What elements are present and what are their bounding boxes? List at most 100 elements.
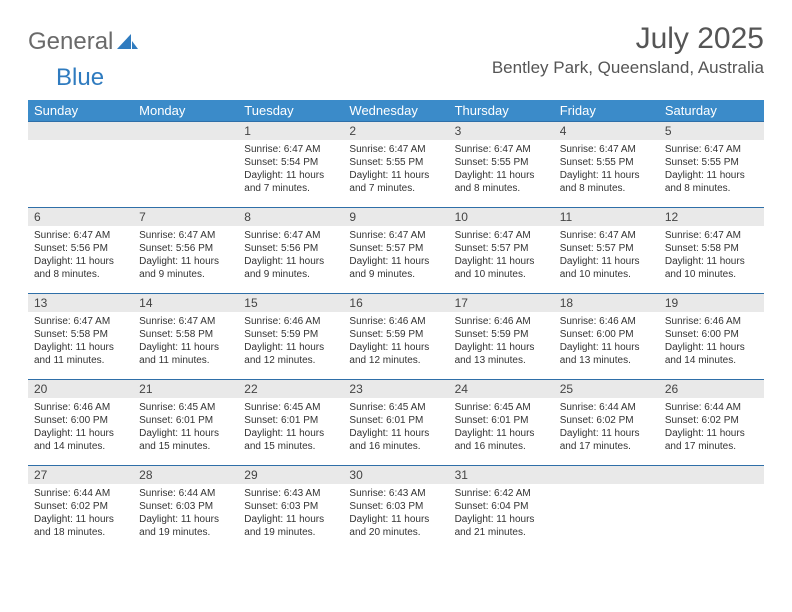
calendar-cell: 30Sunrise: 6:43 AMSunset: 6:03 PMDayligh… (343, 465, 448, 551)
day-details: Sunrise: 6:47 AMSunset: 5:57 PMDaylight:… (343, 226, 448, 286)
day-details: Sunrise: 6:47 AMSunset: 5:57 PMDaylight:… (554, 226, 659, 286)
day-number: 6 (28, 207, 133, 226)
day-number: 25 (554, 379, 659, 398)
day-details: Sunrise: 6:47 AMSunset: 5:55 PMDaylight:… (554, 140, 659, 200)
day-header: Monday (133, 100, 238, 121)
calendar-cell (554, 465, 659, 551)
day-number: 28 (133, 465, 238, 484)
logo-word-general: General (28, 28, 113, 56)
calendar-page: General July 2025 Bentley Park, Queensla… (0, 0, 792, 569)
calendar-table: SundayMondayTuesdayWednesdayThursdayFrid… (28, 100, 764, 551)
calendar-cell: 3Sunrise: 6:47 AMSunset: 5:55 PMDaylight… (449, 121, 554, 207)
calendar-cell: 4Sunrise: 6:47 AMSunset: 5:55 PMDaylight… (554, 121, 659, 207)
calendar-cell: 28Sunrise: 6:44 AMSunset: 6:03 PMDayligh… (133, 465, 238, 551)
day-number: 13 (28, 293, 133, 312)
calendar-cell: 10Sunrise: 6:47 AMSunset: 5:57 PMDayligh… (449, 207, 554, 293)
calendar-cell: 18Sunrise: 6:46 AMSunset: 6:00 PMDayligh… (554, 293, 659, 379)
day-details: Sunrise: 6:45 AMSunset: 6:01 PMDaylight:… (238, 398, 343, 458)
day-details: Sunrise: 6:47 AMSunset: 5:55 PMDaylight:… (343, 140, 448, 200)
calendar-cell: 21Sunrise: 6:45 AMSunset: 6:01 PMDayligh… (133, 379, 238, 465)
calendar-cell: 17Sunrise: 6:46 AMSunset: 5:59 PMDayligh… (449, 293, 554, 379)
day-details: Sunrise: 6:46 AMSunset: 6:00 PMDaylight:… (659, 312, 764, 372)
day-header: Sunday (28, 100, 133, 121)
calendar-cell: 15Sunrise: 6:46 AMSunset: 5:59 PMDayligh… (238, 293, 343, 379)
calendar-week-row: 13Sunrise: 6:47 AMSunset: 5:58 PMDayligh… (28, 293, 764, 379)
day-number: 16 (343, 293, 448, 312)
calendar-cell: 19Sunrise: 6:46 AMSunset: 6:00 PMDayligh… (659, 293, 764, 379)
day-number: 29 (238, 465, 343, 484)
location-text: Bentley Park, Queensland, Australia (492, 58, 764, 78)
day-details: Sunrise: 6:46 AMSunset: 5:59 PMDaylight:… (343, 312, 448, 372)
calendar-week-row: 6Sunrise: 6:47 AMSunset: 5:56 PMDaylight… (28, 207, 764, 293)
day-number: 7 (133, 207, 238, 226)
day-number: 2 (343, 121, 448, 140)
calendar-cell: 20Sunrise: 6:46 AMSunset: 6:00 PMDayligh… (28, 379, 133, 465)
calendar-cell (133, 121, 238, 207)
day-header: Tuesday (238, 100, 343, 121)
day-details: Sunrise: 6:46 AMSunset: 5:59 PMDaylight:… (238, 312, 343, 372)
day-header: Saturday (659, 100, 764, 121)
calendar-cell: 31Sunrise: 6:42 AMSunset: 6:04 PMDayligh… (449, 465, 554, 551)
day-details: Sunrise: 6:43 AMSunset: 6:03 PMDaylight:… (238, 484, 343, 544)
calendar-cell: 2Sunrise: 6:47 AMSunset: 5:55 PMDaylight… (343, 121, 448, 207)
day-number: 22 (238, 379, 343, 398)
day-number (133, 121, 238, 140)
day-details: Sunrise: 6:47 AMSunset: 5:56 PMDaylight:… (28, 226, 133, 286)
day-details: Sunrise: 6:47 AMSunset: 5:56 PMDaylight:… (133, 226, 238, 286)
calendar-cell (28, 121, 133, 207)
day-header: Friday (554, 100, 659, 121)
calendar-cell: 9Sunrise: 6:47 AMSunset: 5:57 PMDaylight… (343, 207, 448, 293)
calendar-cell: 29Sunrise: 6:43 AMSunset: 6:03 PMDayligh… (238, 465, 343, 551)
calendar-cell: 5Sunrise: 6:47 AMSunset: 5:55 PMDaylight… (659, 121, 764, 207)
logo-word-blue: Blue (56, 64, 104, 92)
day-number: 10 (449, 207, 554, 226)
day-details: Sunrise: 6:45 AMSunset: 6:01 PMDaylight:… (343, 398, 448, 458)
day-details: Sunrise: 6:46 AMSunset: 6:00 PMDaylight:… (554, 312, 659, 372)
calendar-cell: 24Sunrise: 6:45 AMSunset: 6:01 PMDayligh… (449, 379, 554, 465)
calendar-week-row: 1Sunrise: 6:47 AMSunset: 5:54 PMDaylight… (28, 121, 764, 207)
day-number: 30 (343, 465, 448, 484)
day-number: 4 (554, 121, 659, 140)
calendar-cell: 6Sunrise: 6:47 AMSunset: 5:56 PMDaylight… (28, 207, 133, 293)
calendar-cell: 26Sunrise: 6:44 AMSunset: 6:02 PMDayligh… (659, 379, 764, 465)
day-number: 11 (554, 207, 659, 226)
day-details: Sunrise: 6:44 AMSunset: 6:02 PMDaylight:… (659, 398, 764, 458)
day-details: Sunrise: 6:47 AMSunset: 5:55 PMDaylight:… (449, 140, 554, 200)
calendar-cell: 23Sunrise: 6:45 AMSunset: 6:01 PMDayligh… (343, 379, 448, 465)
calendar-body: 1Sunrise: 6:47 AMSunset: 5:54 PMDaylight… (28, 121, 764, 551)
day-number: 9 (343, 207, 448, 226)
calendar-week-row: 27Sunrise: 6:44 AMSunset: 6:02 PMDayligh… (28, 465, 764, 551)
day-number: 21 (133, 379, 238, 398)
day-number: 18 (554, 293, 659, 312)
day-details: Sunrise: 6:47 AMSunset: 5:58 PMDaylight:… (28, 312, 133, 372)
calendar-cell (659, 465, 764, 551)
calendar-week-row: 20Sunrise: 6:46 AMSunset: 6:00 PMDayligh… (28, 379, 764, 465)
day-number (28, 121, 133, 140)
title-block: July 2025 Bentley Park, Queensland, Aust… (492, 22, 764, 78)
day-details: Sunrise: 6:47 AMSunset: 5:54 PMDaylight:… (238, 140, 343, 200)
day-header: Wednesday (343, 100, 448, 121)
calendar-cell: 14Sunrise: 6:47 AMSunset: 5:58 PMDayligh… (133, 293, 238, 379)
day-number: 24 (449, 379, 554, 398)
day-details: Sunrise: 6:47 AMSunset: 5:58 PMDaylight:… (133, 312, 238, 372)
calendar-cell: 22Sunrise: 6:45 AMSunset: 6:01 PMDayligh… (238, 379, 343, 465)
calendar-cell: 8Sunrise: 6:47 AMSunset: 5:56 PMDaylight… (238, 207, 343, 293)
day-number (554, 465, 659, 484)
day-number: 15 (238, 293, 343, 312)
day-number: 17 (449, 293, 554, 312)
day-details: Sunrise: 6:46 AMSunset: 6:00 PMDaylight:… (28, 398, 133, 458)
day-details: Sunrise: 6:47 AMSunset: 5:57 PMDaylight:… (449, 226, 554, 286)
calendar-cell: 7Sunrise: 6:47 AMSunset: 5:56 PMDaylight… (133, 207, 238, 293)
calendar-header-row: SundayMondayTuesdayWednesdayThursdayFrid… (28, 100, 764, 121)
day-number: 8 (238, 207, 343, 226)
day-details: Sunrise: 6:47 AMSunset: 5:58 PMDaylight:… (659, 226, 764, 286)
day-number: 1 (238, 121, 343, 140)
day-details: Sunrise: 6:45 AMSunset: 6:01 PMDaylight:… (449, 398, 554, 458)
day-details: Sunrise: 6:46 AMSunset: 5:59 PMDaylight:… (449, 312, 554, 372)
day-number: 5 (659, 121, 764, 140)
calendar-cell: 11Sunrise: 6:47 AMSunset: 5:57 PMDayligh… (554, 207, 659, 293)
calendar-cell: 1Sunrise: 6:47 AMSunset: 5:54 PMDaylight… (238, 121, 343, 207)
day-details: Sunrise: 6:45 AMSunset: 6:01 PMDaylight:… (133, 398, 238, 458)
day-number: 26 (659, 379, 764, 398)
day-details: Sunrise: 6:47 AMSunset: 5:55 PMDaylight:… (659, 140, 764, 200)
